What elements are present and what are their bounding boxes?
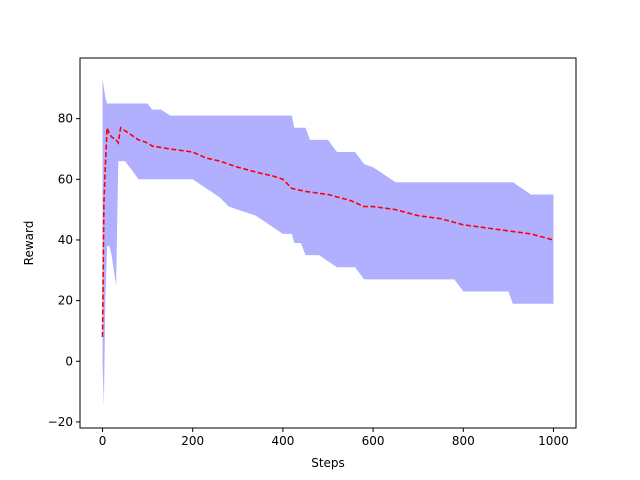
y-tick-label: 40 bbox=[58, 233, 73, 247]
range-band bbox=[102, 79, 554, 407]
x-tick-label: 0 bbox=[99, 434, 107, 448]
y-tick-label: 0 bbox=[65, 354, 73, 368]
y-tick-label: 20 bbox=[58, 294, 73, 308]
mean-line bbox=[101, 126, 554, 338]
x-tick-label: 1000 bbox=[538, 434, 569, 448]
y-tick-label: 80 bbox=[58, 112, 73, 126]
y-tick-label: −20 bbox=[48, 415, 73, 429]
y-tick-label: 60 bbox=[58, 172, 73, 186]
plot-area bbox=[101, 79, 554, 407]
x-tick-label: 200 bbox=[181, 434, 204, 448]
x-axis-label: Steps bbox=[311, 456, 345, 470]
axis-ticks: 0 200 400 600 800 1000 −20 0 20 40 60 80 bbox=[48, 112, 569, 448]
x-tick-label: 400 bbox=[271, 434, 294, 448]
x-tick-label: 800 bbox=[452, 434, 475, 448]
axes-frame bbox=[79, 57, 577, 429]
y-axis-label: Reward bbox=[22, 221, 36, 266]
x-tick-label: 600 bbox=[362, 434, 385, 448]
